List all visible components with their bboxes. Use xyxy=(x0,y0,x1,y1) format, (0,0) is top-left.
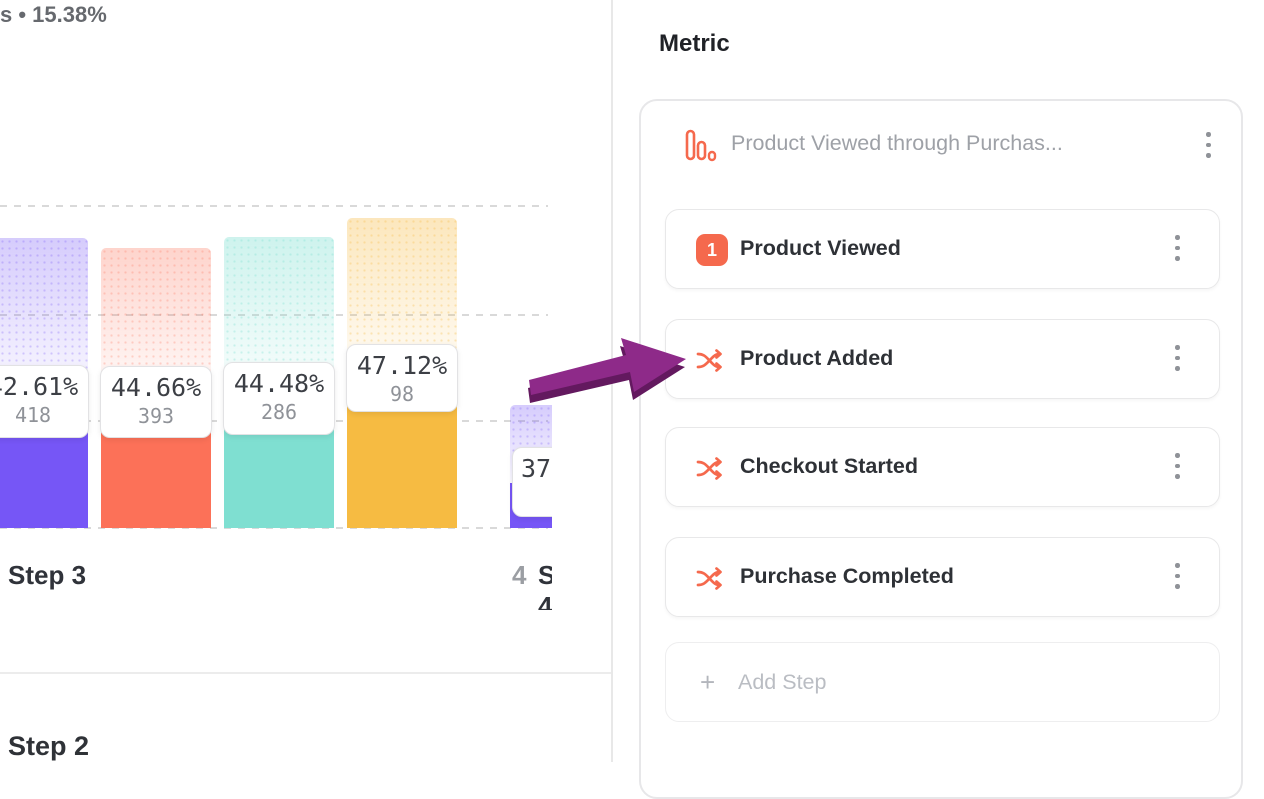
gridline xyxy=(0,527,548,529)
kebab-menu-icon[interactable] xyxy=(1175,235,1180,261)
funnel-step-product-viewed[interactable]: 1 Product Viewed xyxy=(665,209,1220,289)
gridline xyxy=(0,314,548,316)
metric-title: Product Viewed through Purchas... xyxy=(731,131,1063,155)
funnel-chart-pane: s • 15.38% 42.61% 418 44.66% 393 xyxy=(0,0,612,762)
shuffle-icon xyxy=(696,567,722,590)
shuffle-icon xyxy=(696,457,722,480)
bar-value-label: 37 xyxy=(512,447,552,517)
bar-value-label: 47.12% 98 xyxy=(346,344,458,412)
step-label: Product Added xyxy=(740,346,894,370)
add-step-button[interactable]: + Add Step xyxy=(665,642,1220,722)
axis-label-step3: Step 3 xyxy=(8,560,87,590)
kebab-menu-icon[interactable] xyxy=(1175,563,1180,589)
gridline xyxy=(0,205,548,207)
metric-section-heading: Metric xyxy=(659,30,730,57)
funnel-chart-icon xyxy=(685,129,717,162)
conversion-percent: 42.61% xyxy=(0,372,79,401)
step-label: Purchase Completed xyxy=(740,564,954,588)
step-label: Checkout Started xyxy=(740,454,919,478)
step-number-badge: 1 xyxy=(696,234,728,266)
bar-value-label: 44.48% 286 xyxy=(223,362,335,435)
conversion-percent: 44.66% xyxy=(110,373,202,402)
conversion-count: 393 xyxy=(137,404,175,428)
kebab-menu-icon[interactable] xyxy=(1206,132,1211,158)
funnel-step-product-added[interactable]: Product Added xyxy=(665,319,1220,399)
kebab-menu-icon[interactable] xyxy=(1175,345,1180,371)
kebab-menu-icon[interactable] xyxy=(1175,453,1180,479)
conversion-count: 98 xyxy=(389,382,415,406)
conversion-percent: 47.12% xyxy=(356,351,448,380)
conversion-count: 418 xyxy=(14,403,52,427)
x-axis: Step 3 4 Step 4 xyxy=(0,560,552,610)
section-step2-heading: Step 2 xyxy=(8,731,90,761)
bar-value-label: 42.61% 418 xyxy=(0,365,89,438)
plus-icon: + xyxy=(700,667,716,697)
conversion-percent: 37 xyxy=(521,454,552,483)
add-step-label: Add Step xyxy=(738,670,827,694)
bar-value-label: 44.66% 393 xyxy=(100,366,212,438)
metric-card-header[interactable]: Product Viewed through Purchas... xyxy=(641,101,1241,191)
axis-label-step4: Step 4 xyxy=(538,560,552,610)
step-label: Product Viewed xyxy=(740,236,901,260)
panel-divider xyxy=(611,0,613,762)
metric-card: Product Viewed through Purchas... 1 Prod… xyxy=(639,99,1243,799)
shuffle-icon xyxy=(696,349,722,372)
section-divider xyxy=(0,672,612,674)
conversion-count: 286 xyxy=(260,400,298,424)
funnel-step-checkout-started[interactable]: Checkout Started xyxy=(665,427,1220,507)
legend-partial-text: s • 15.38% xyxy=(0,2,107,27)
funnel-step-purchase-completed[interactable]: Purchase Completed xyxy=(665,537,1220,617)
axis-number-step4: 4 xyxy=(512,560,527,590)
conversion-percent: 44.48% xyxy=(233,369,325,398)
funnel-chart: 42.61% 418 44.66% 393 44.48% 286 47.12% … xyxy=(0,0,552,610)
